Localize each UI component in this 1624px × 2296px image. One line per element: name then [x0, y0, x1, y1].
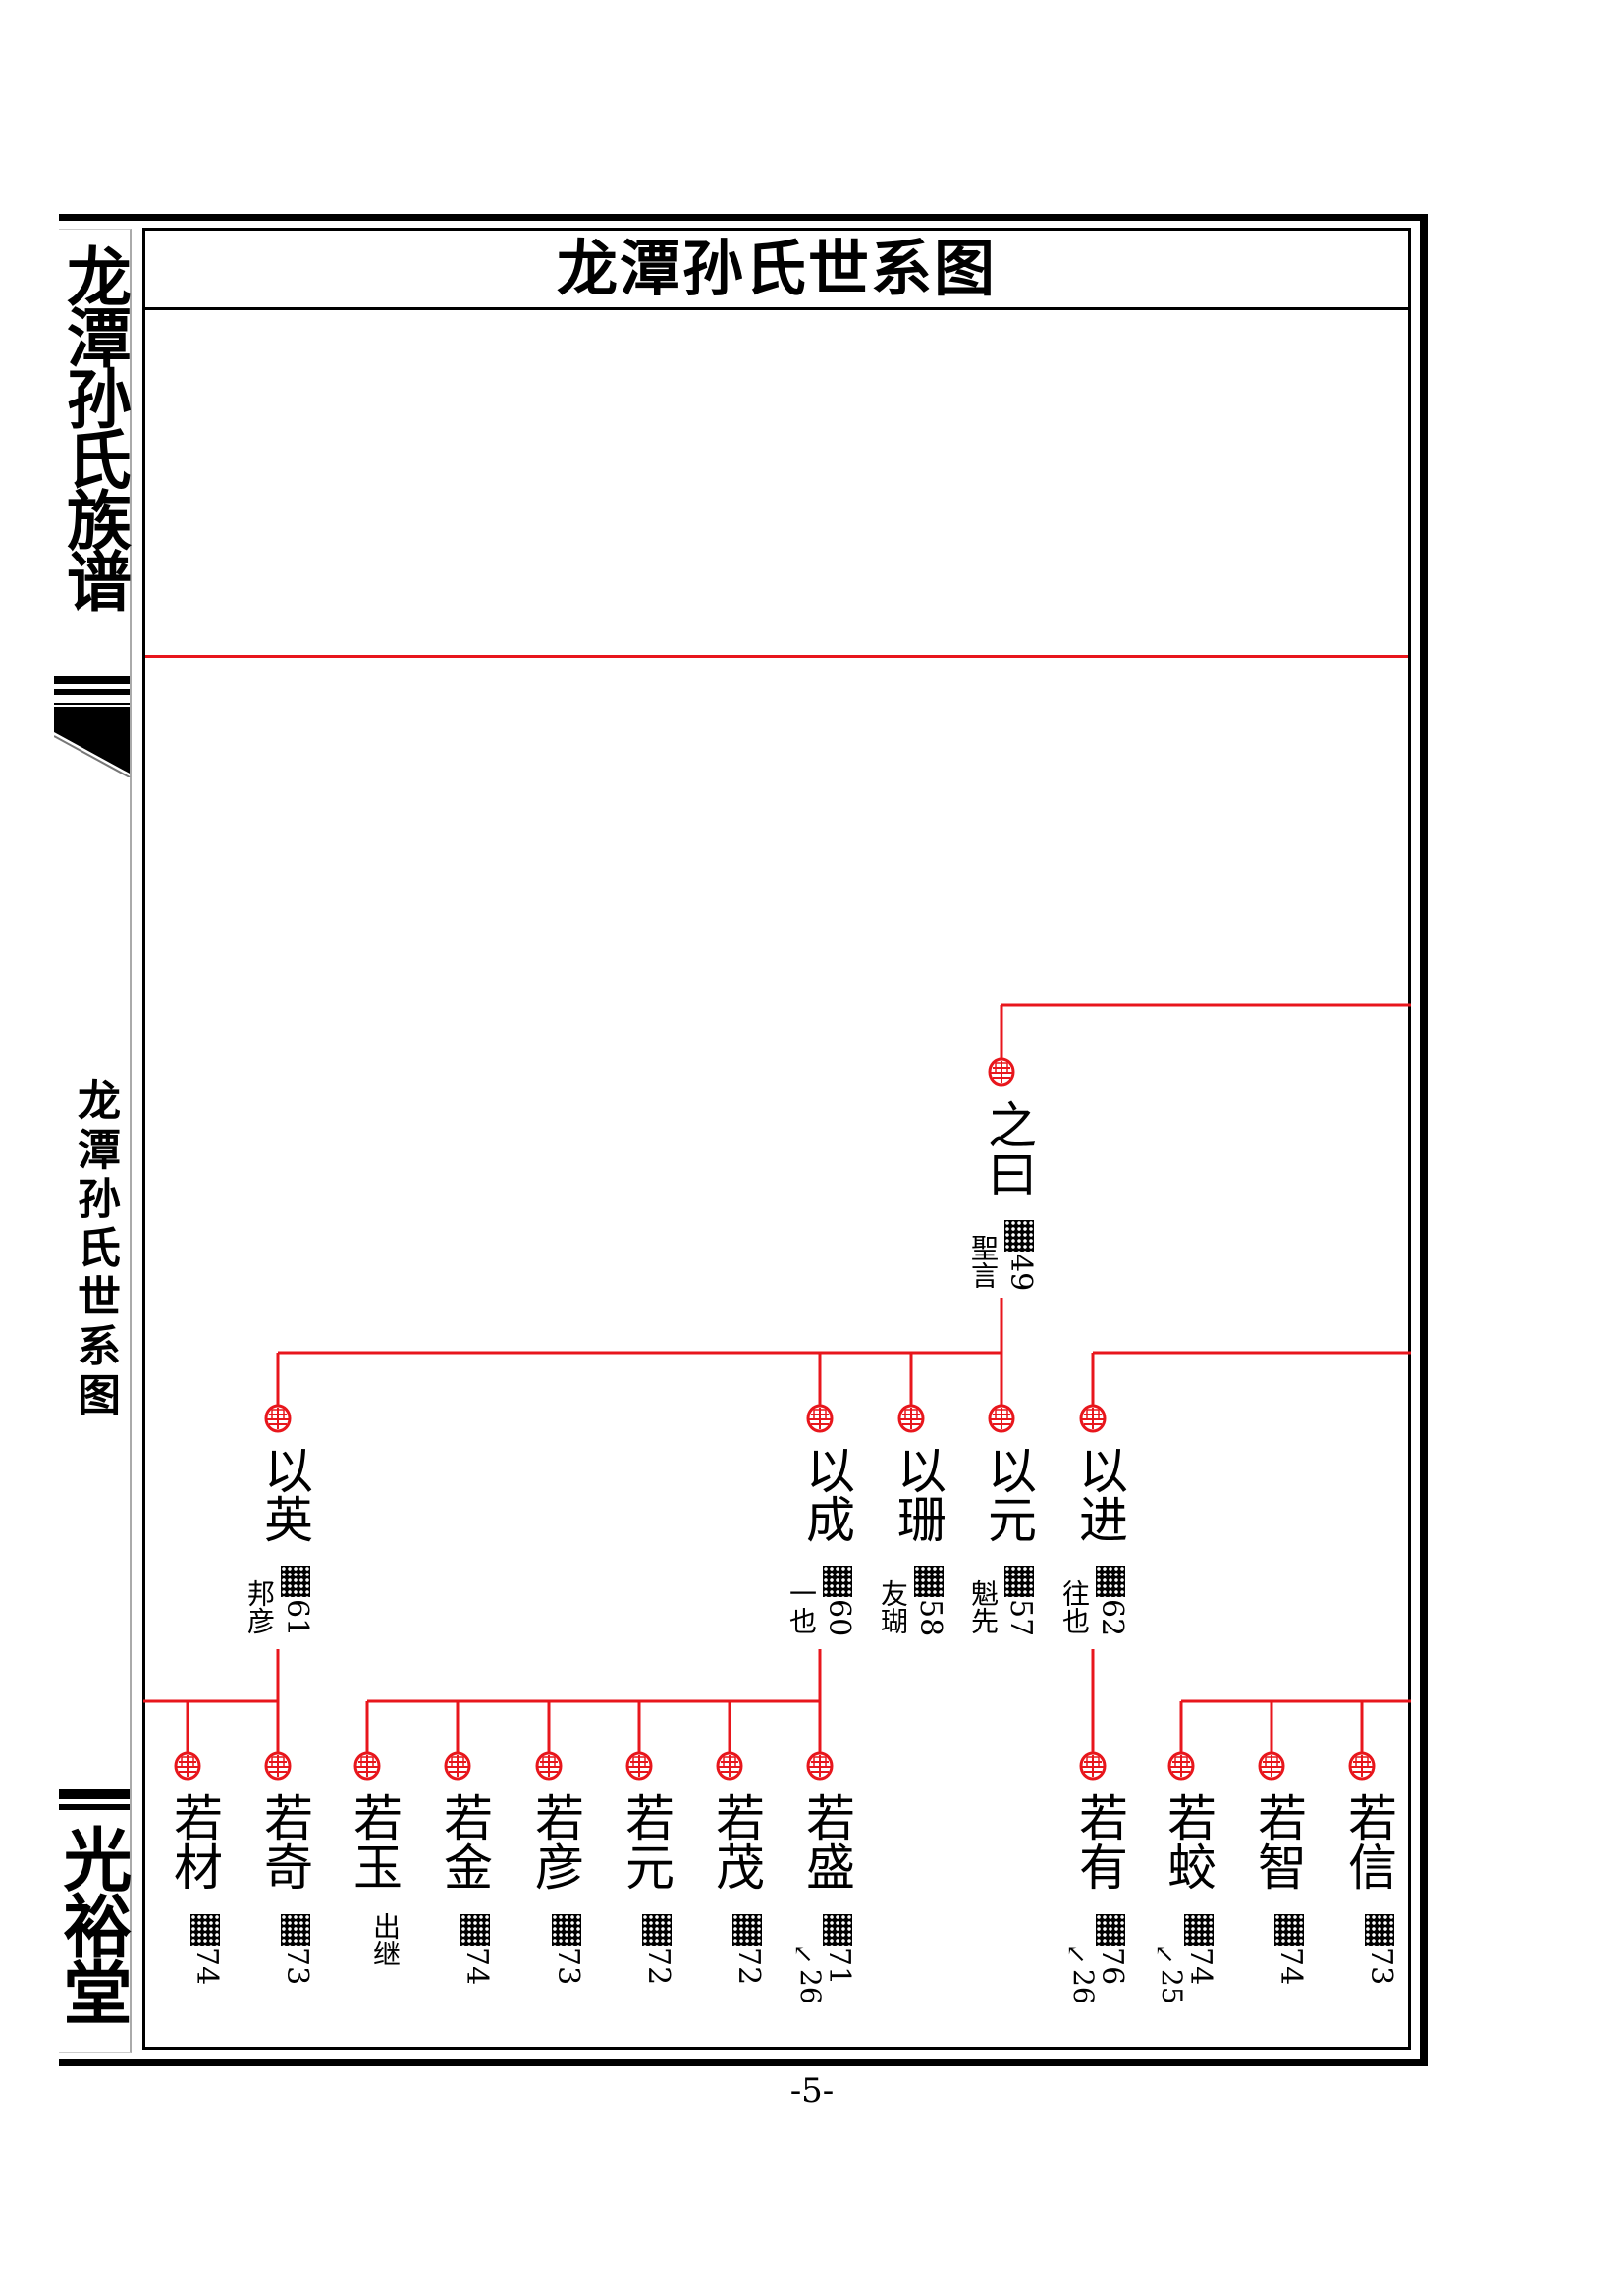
cross-reference-page: 25	[1156, 1969, 1188, 2004]
generation-order-number: 60	[822, 1599, 856, 1637]
courtesy-name: 邦彦	[244, 1579, 276, 1634]
redacted-block	[642, 1914, 672, 1946]
generation-order-number: 73	[1364, 1948, 1398, 1986]
redacted-block	[1274, 1914, 1304, 1946]
generation-order-number: 73	[551, 1948, 585, 1986]
redacted-block	[281, 1914, 310, 1946]
courtesy-name: 往也	[1058, 1579, 1091, 1634]
redacted-block	[1184, 1914, 1214, 1946]
person-name: 以成	[798, 1445, 855, 1543]
generation-order-number: 71	[822, 1948, 856, 1986]
generation-order-number: 61	[280, 1599, 314, 1637]
adoption-note: 出继	[369, 1912, 402, 1967]
book-spine	[59, 229, 132, 2053]
ref-arrow-icon: ↖	[792, 1940, 814, 1969]
person-name: 之曰	[980, 1099, 1037, 1198]
generation-order-number: 72	[641, 1948, 676, 1986]
redacted-block	[1096, 1566, 1125, 1597]
spine-hall-name: 光裕堂	[52, 1824, 134, 2024]
person-name: 若盛	[798, 1792, 855, 1891]
redacted-block	[914, 1566, 944, 1597]
person-name: 若信	[1340, 1792, 1397, 1891]
redacted-block	[732, 1914, 762, 1946]
chart-frame	[142, 228, 1411, 2050]
frame-top-border	[59, 214, 1428, 221]
generation-order-number: 74	[1273, 1948, 1308, 1986]
person-name: 以进	[1071, 1445, 1128, 1543]
redacted-block	[552, 1914, 581, 1946]
redacted-block	[1096, 1914, 1125, 1946]
person-name: 以元	[980, 1445, 1037, 1543]
ref-arrow-icon: ↖	[1065, 1940, 1087, 1969]
page-title: 龙潭孙氏世系图	[556, 233, 997, 304]
courtesy-name: 魁先	[967, 1579, 1000, 1634]
generation-order-number: 57	[1003, 1599, 1038, 1637]
generation-order-number: 49	[1003, 1254, 1038, 1292]
spine-bar	[54, 689, 130, 695]
frame-right-border	[1420, 214, 1428, 2066]
ref-arrow-icon: ↖	[1154, 1940, 1175, 1969]
spine-bar	[59, 1789, 130, 1799]
redacted-block	[460, 1914, 490, 1946]
spine-bar	[54, 703, 130, 705]
person-name: 以英	[256, 1445, 313, 1543]
person-name: 若玉	[346, 1792, 403, 1891]
spine-fishtail-decoration	[54, 707, 131, 777]
generation-order-number: 74	[189, 1948, 224, 1986]
title-divider	[145, 307, 1408, 310]
generation-order-number: 74	[1183, 1948, 1218, 1986]
person-name: 若材	[166, 1792, 223, 1891]
person-name: 若彦	[527, 1792, 584, 1891]
spine-subtitle: 龙潭孙氏世系图	[70, 1078, 120, 1421]
generation-order-number: 58	[913, 1599, 947, 1637]
person-name: 若有	[1071, 1792, 1128, 1891]
spine-title: 龙潭孙氏族谱	[56, 243, 133, 609]
redacted-block	[1004, 1566, 1034, 1597]
redacted-block	[823, 1914, 852, 1946]
cross-reference-page: 26	[1067, 1969, 1100, 2004]
person-name: 若智	[1250, 1792, 1307, 1891]
spine-bar	[54, 676, 130, 684]
spine-bar	[59, 1804, 130, 1810]
redacted-block	[190, 1914, 220, 1946]
person-name: 若蛟	[1160, 1792, 1217, 1891]
person-name: 以珊	[890, 1445, 947, 1543]
cross-reference-page: 26	[794, 1969, 827, 2004]
redacted-block	[823, 1566, 852, 1597]
generation-order-number: 72	[731, 1948, 766, 1986]
redacted-block	[281, 1566, 310, 1597]
generation-order-number: 73	[280, 1948, 314, 1986]
redacted-block	[1004, 1220, 1034, 1252]
page-number: -5-	[789, 2071, 835, 2110]
courtesy-name: 一也	[785, 1579, 818, 1634]
courtesy-name: 友瑚	[877, 1579, 909, 1634]
person-name: 若奇	[256, 1792, 313, 1891]
generation-order-number: 62	[1095, 1599, 1129, 1637]
generation-separator-line	[145, 655, 1408, 658]
person-name: 若金	[436, 1792, 493, 1891]
courtesy-name: 聖言	[967, 1234, 1000, 1289]
redacted-block	[1365, 1914, 1394, 1946]
person-name: 若元	[618, 1792, 675, 1891]
generation-order-number: 76	[1095, 1948, 1129, 1986]
person-name: 若茂	[708, 1792, 765, 1891]
frame-bottom-border	[59, 2059, 1428, 2066]
generation-order-number: 74	[460, 1948, 494, 1986]
